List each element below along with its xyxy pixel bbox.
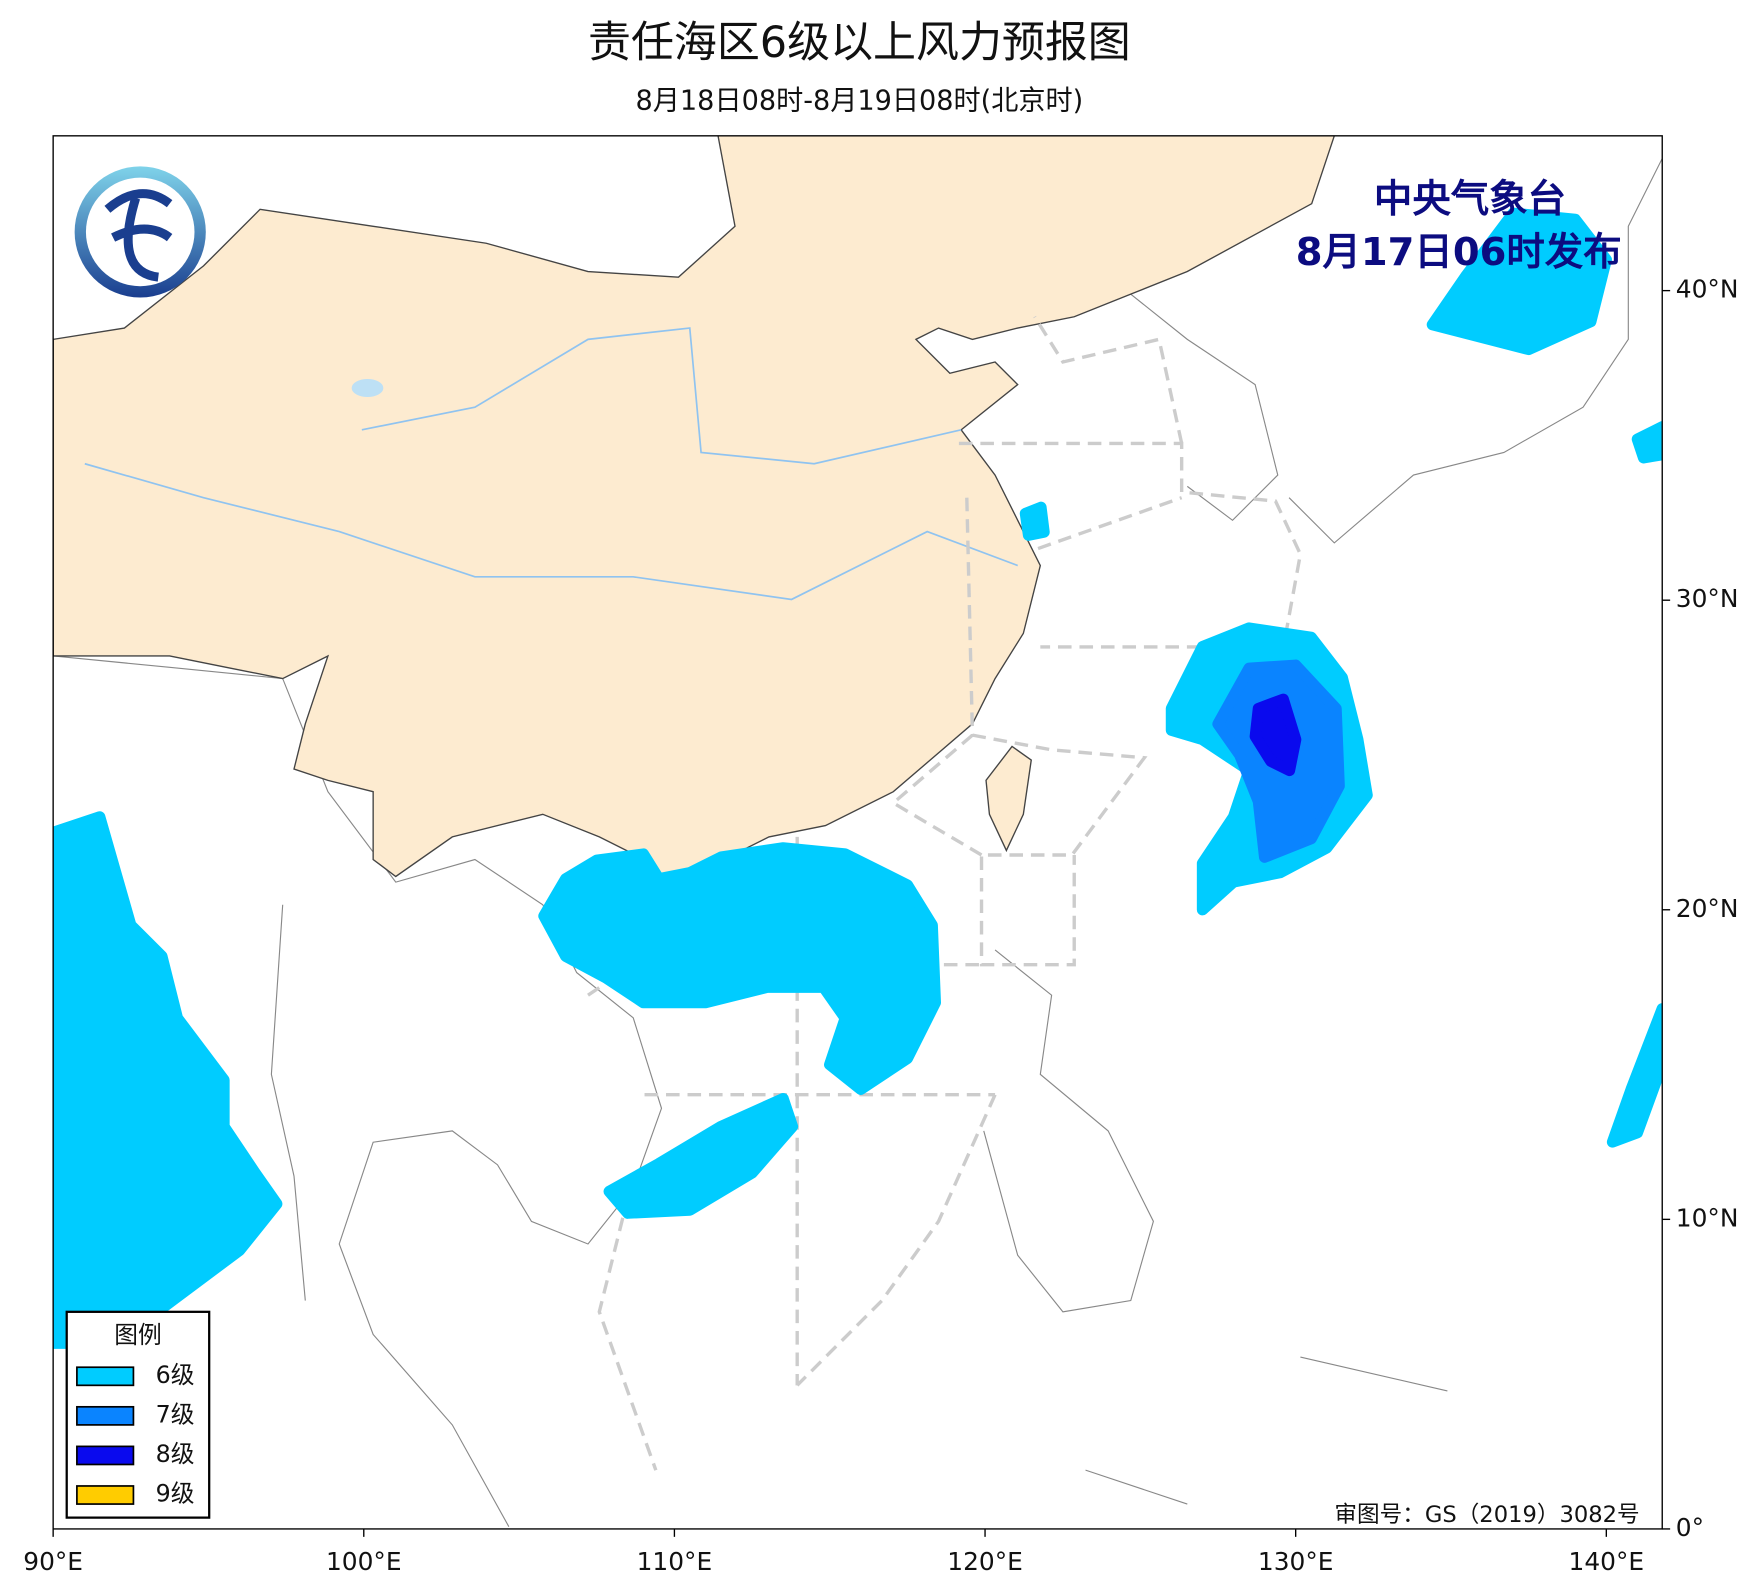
plot-frame: [52, 135, 1663, 1530]
x-tick-label: 140°E: [1569, 1547, 1645, 1576]
subtitle: 8月18日08时-8月19日08时(北京时): [636, 85, 1084, 116]
credit: 审图号：GS（2019）3082号: [1334, 1502, 1639, 1528]
wind-region: [1019, 501, 1050, 541]
wind-region: [53, 811, 283, 1349]
x-tick-label: 110°E: [637, 1547, 713, 1576]
x-tick-label: 90°E: [23, 1547, 83, 1576]
x-tick-label: 130°E: [1258, 1547, 1334, 1576]
wind-region: [1426, 207, 1612, 356]
wind-region: [1631, 421, 1663, 464]
x-tick-label: 120°E: [947, 1547, 1023, 1576]
legend-label: 9级: [156, 1480, 195, 1508]
x-tick-label: 100°E: [326, 1547, 402, 1576]
y-tick-label: 40°N: [1676, 275, 1739, 304]
wind-regions: [53, 207, 1663, 1349]
wind-region: [603, 1092, 799, 1219]
legend-swatch: [76, 1485, 135, 1505]
y-tick-label: 0°: [1676, 1513, 1704, 1542]
issue-time: 8月17日06时发布: [1296, 230, 1622, 275]
y-tick-label: 20°N: [1676, 894, 1739, 923]
legend-title: 图例: [114, 1321, 161, 1349]
china-land: [53, 135, 1336, 895]
wind-region: [1606, 1003, 1663, 1148]
legend-label: 7级: [156, 1400, 195, 1428]
legend-swatch: [76, 1405, 135, 1426]
y-tick-label: 30°N: [1676, 584, 1739, 613]
wind-region: [1249, 693, 1302, 777]
basemap: [53, 135, 1663, 1527]
legend-swatch: [76, 1366, 135, 1387]
wind-region: [538, 842, 942, 1095]
title: 责任海区6级以上风力预报图: [588, 18, 1131, 68]
issuer: 中央气象台: [1374, 177, 1566, 222]
taiwan: [985, 745, 1032, 853]
legend-swatch: [76, 1445, 135, 1466]
legend-label: 6级: [156, 1361, 195, 1389]
y-tick-label: 10°N: [1676, 1203, 1739, 1232]
logo: [74, 166, 206, 298]
legend-label: 8级: [156, 1440, 195, 1468]
